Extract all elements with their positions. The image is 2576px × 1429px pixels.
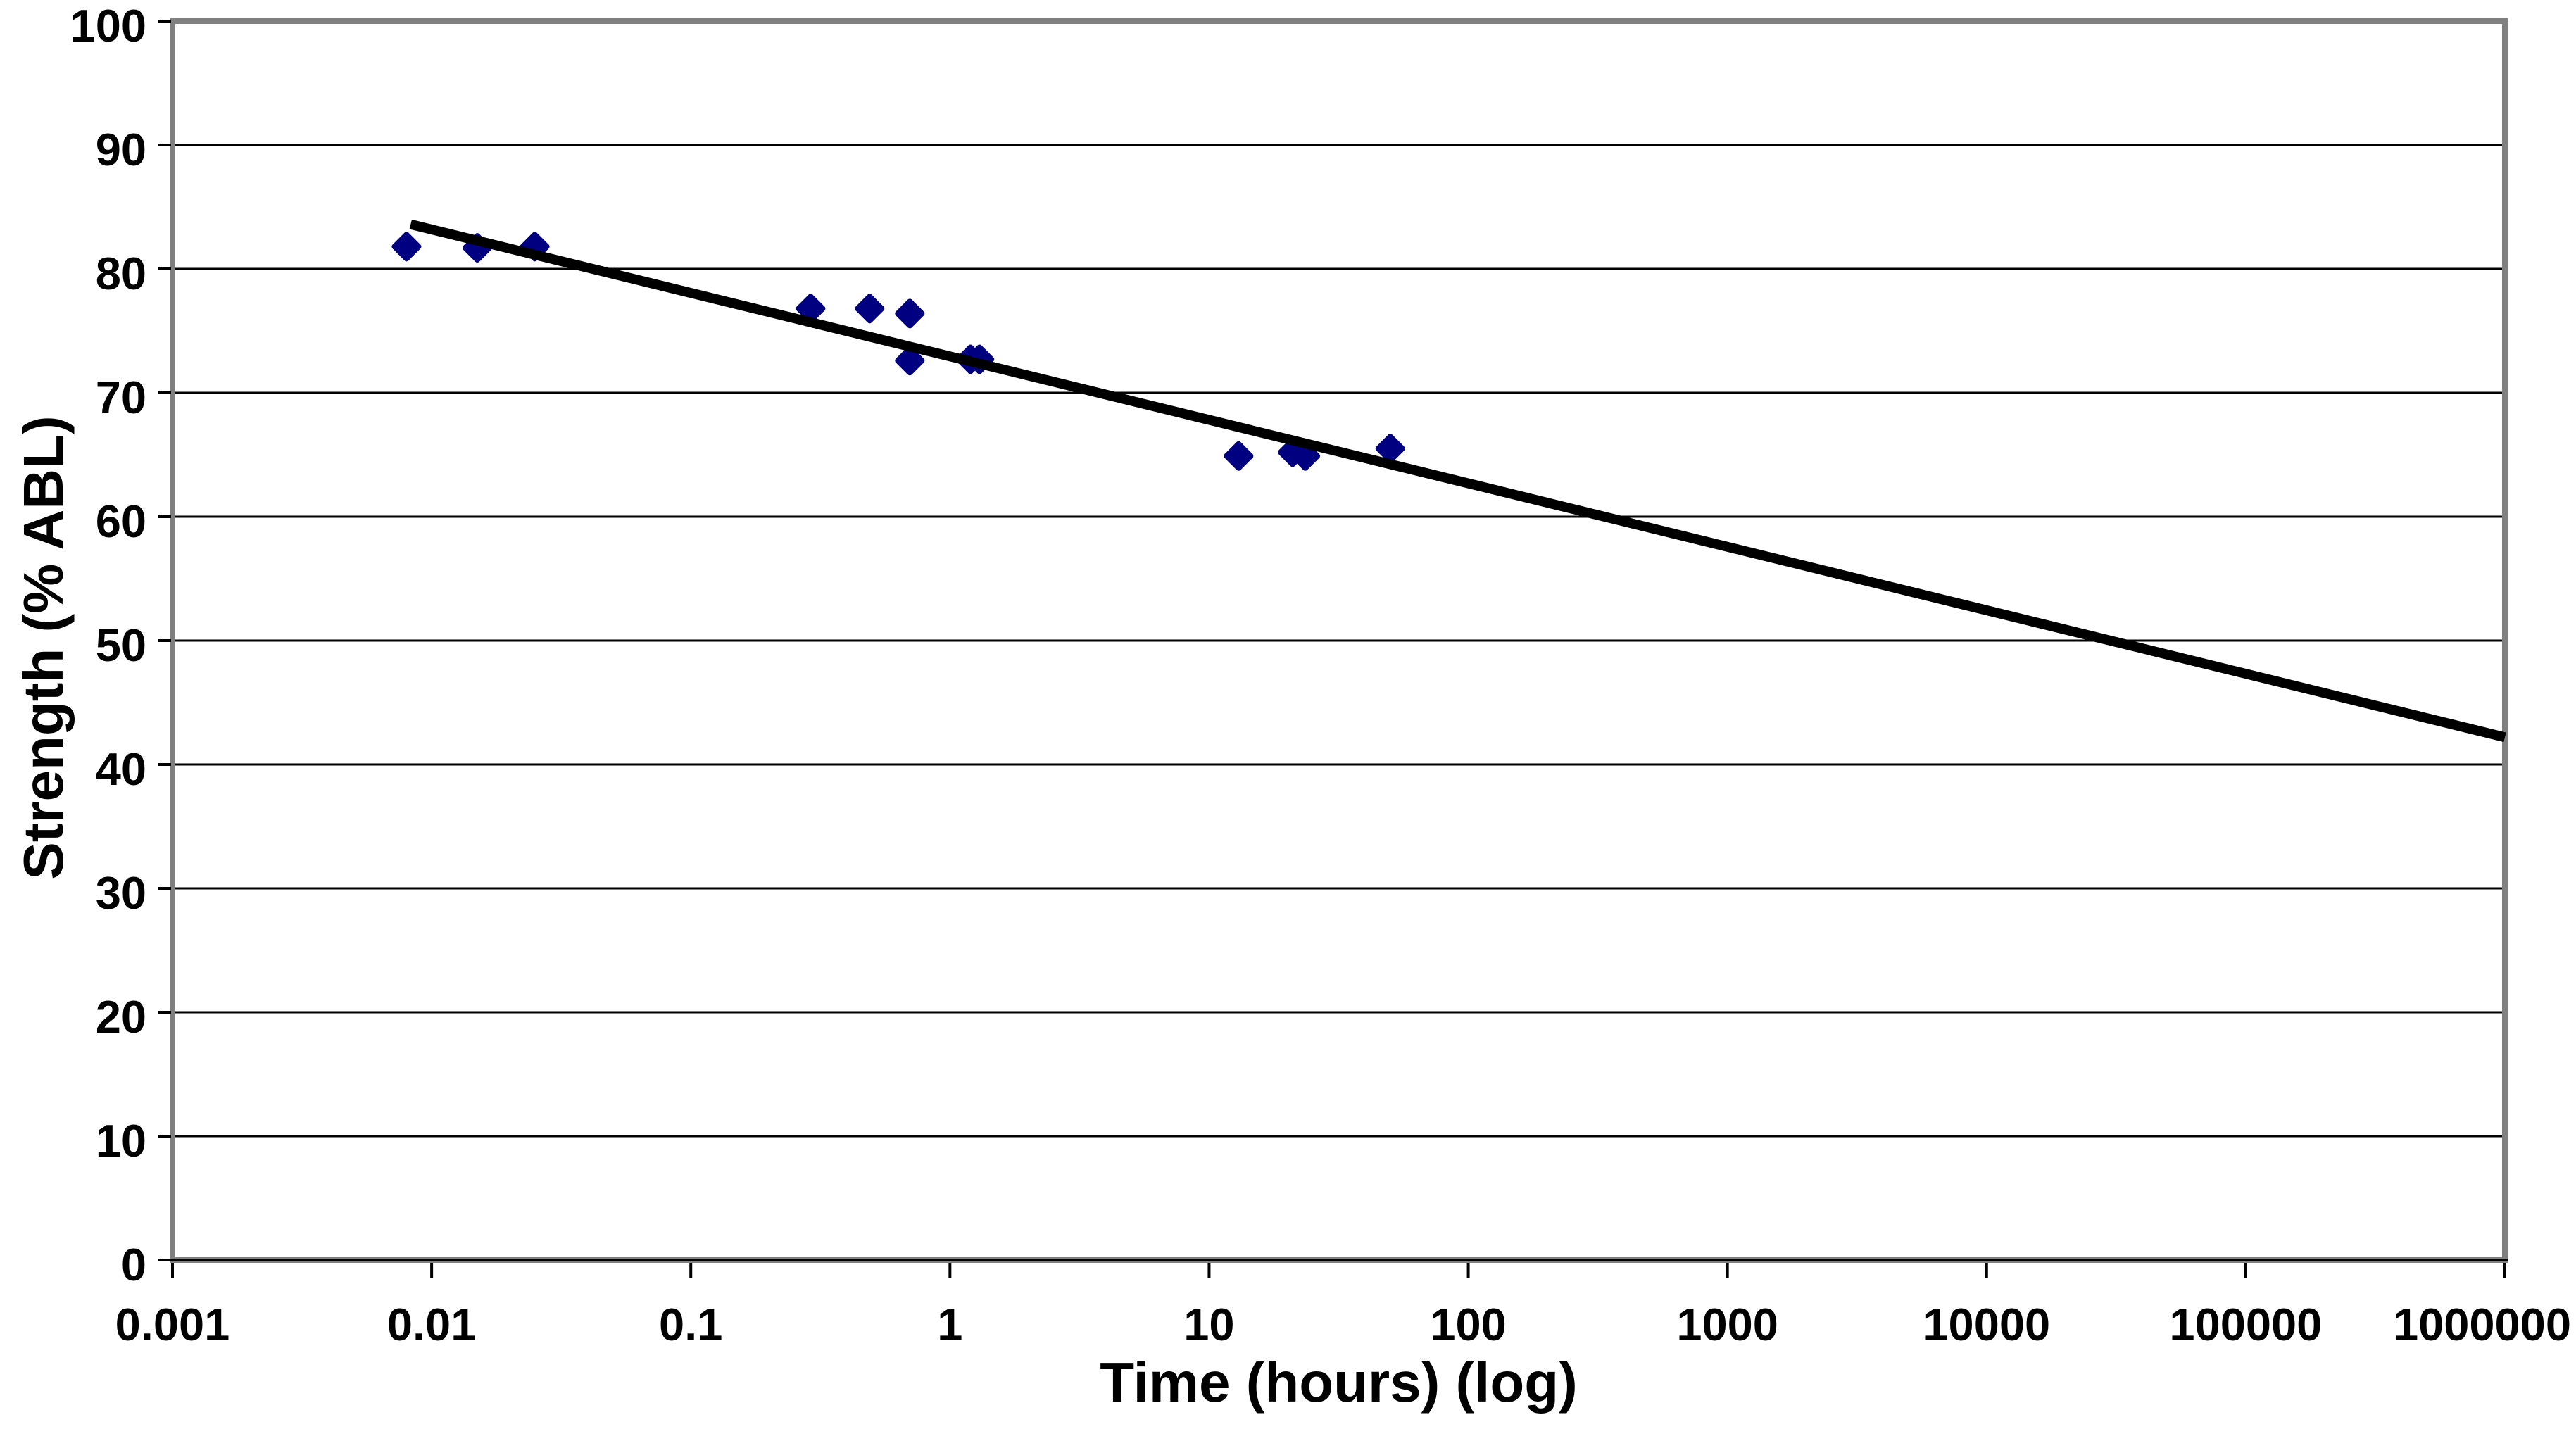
y-axis-tick-label: 20	[96, 991, 146, 1043]
x-axis-tick-label: 0.001	[115, 1299, 230, 1350]
x-axis-tick-label: 100000	[2169, 1299, 2322, 1350]
y-axis-tick-label: 0	[121, 1239, 146, 1290]
y-axis-tick-label: 30	[96, 867, 146, 919]
x-axis-tick-label: 100	[1430, 1299, 1506, 1350]
data-point-diamond	[1224, 441, 1254, 471]
y-axis-tick-label: 10	[96, 1115, 146, 1166]
data-point-diamond	[895, 298, 925, 329]
y-axis-tick-label: 40	[96, 743, 146, 795]
x-axis-tick-label: 10	[1183, 1299, 1234, 1350]
y-axis-tick-label: 90	[96, 124, 146, 175]
x-axis-tick-label: 10000	[1923, 1299, 2050, 1350]
x-axis-tick-label: 1	[937, 1299, 962, 1350]
y-axis-tick-label: 50	[96, 619, 146, 671]
data-point-diamond	[895, 346, 925, 376]
trend-line	[409, 219, 2506, 743]
x-axis-title: Time (hours) (log)	[1100, 1351, 1578, 1414]
data-point-diamond	[1290, 441, 1321, 471]
x-axis-tick-label: 1000	[1676, 1299, 1778, 1350]
x-axis-tick-label: 1000000	[2393, 1299, 2571, 1350]
data-point-diamond	[855, 294, 885, 324]
y-axis-tick-label: 80	[96, 248, 146, 299]
x-axis-tick-label: 0.1	[659, 1299, 722, 1350]
x-axis-tick-label: 0.01	[387, 1299, 477, 1350]
y-axis-tick-label: 70	[96, 372, 146, 423]
data-point-diamond	[391, 232, 422, 262]
data-point-diamond	[1375, 434, 1405, 464]
y-axis-tick-label: 100	[70, 0, 146, 51]
y-axis-title: Strength (% ABL)	[12, 415, 75, 880]
y-axis-tick-label: 60	[96, 496, 146, 547]
